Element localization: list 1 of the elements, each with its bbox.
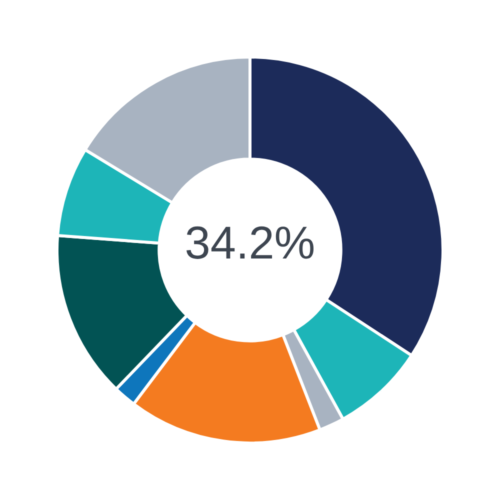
text: 34.2% bbox=[184, 216, 316, 269]
